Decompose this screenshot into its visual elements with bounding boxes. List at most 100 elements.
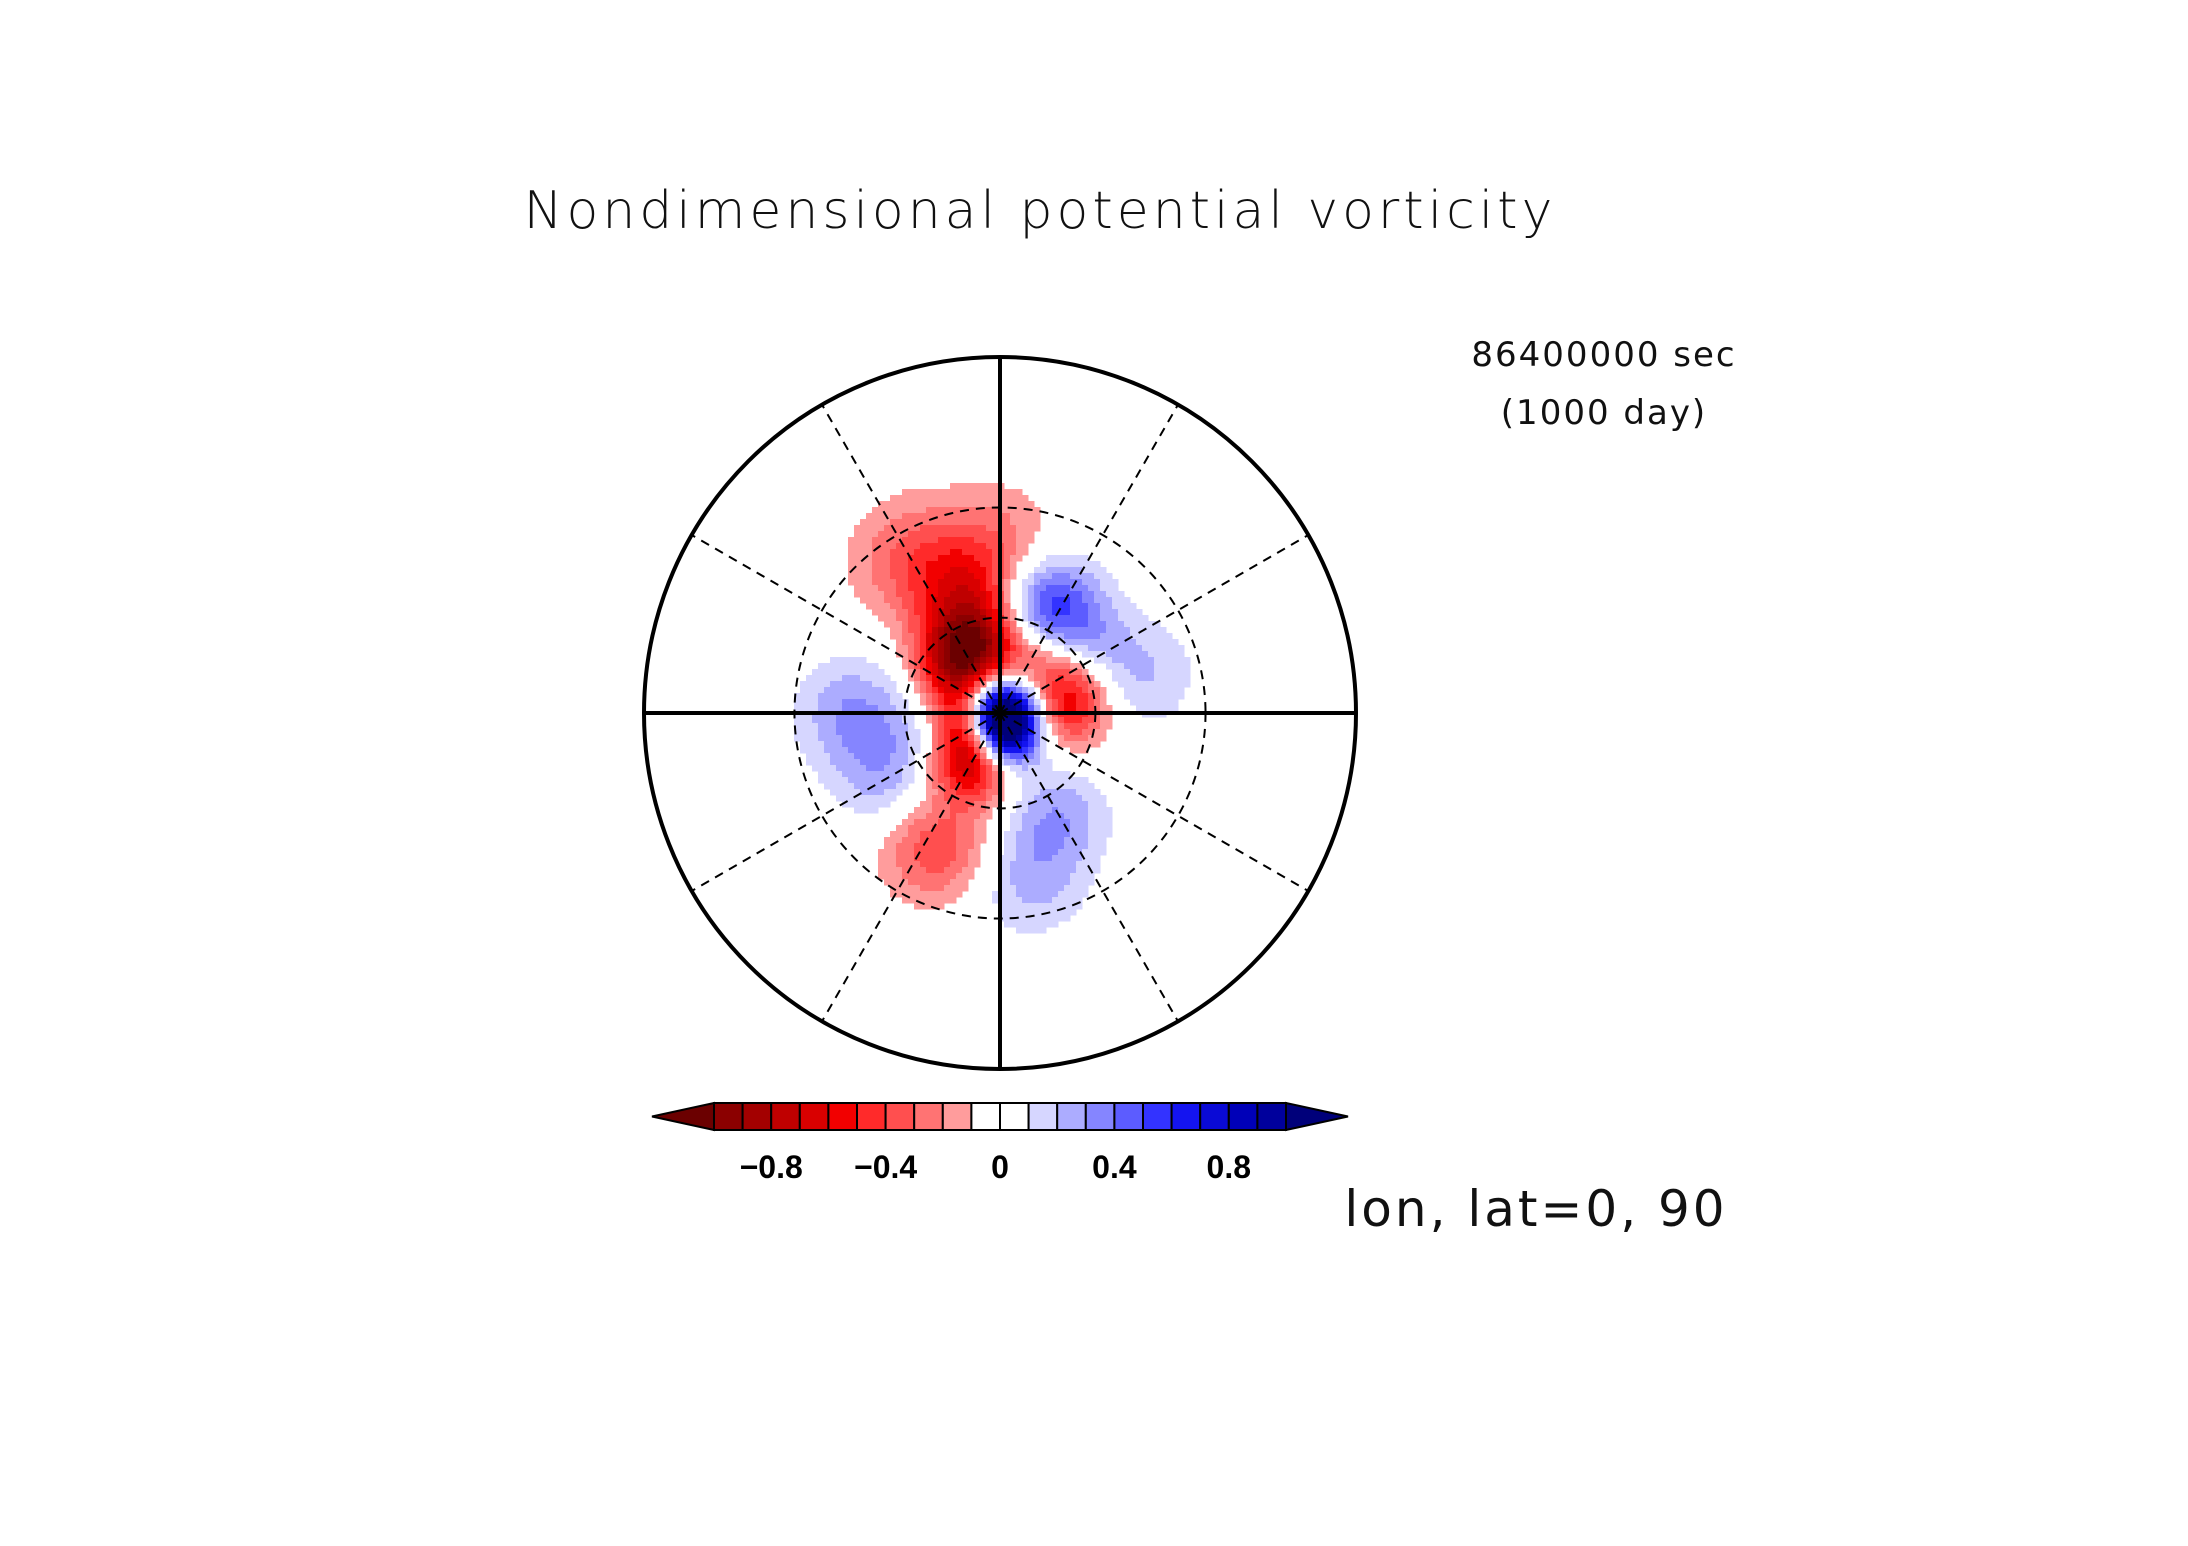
pv-cell (926, 651, 933, 658)
pv-cell (1070, 723, 1077, 730)
pv-cell (1052, 627, 1059, 634)
pv-cell (1070, 903, 1077, 910)
pv-cell (1088, 621, 1095, 628)
chart-title: Nondimensional potential vorticity (524, 181, 1557, 241)
pv-cell (896, 717, 903, 724)
pv-cell (1076, 789, 1083, 796)
pv-cell (1052, 681, 1059, 688)
pv-cell (1034, 705, 1041, 712)
pv-cell (932, 621, 939, 628)
pv-cell (1004, 855, 1011, 862)
pv-cell (1112, 639, 1119, 646)
pv-cell (980, 489, 987, 496)
pv-cell (932, 819, 939, 826)
pv-cell (866, 555, 873, 562)
pv-cell (806, 735, 813, 742)
pv-cell (860, 735, 867, 742)
pv-cell (1004, 699, 1011, 706)
pv-cell (902, 603, 909, 610)
pv-cell (1016, 801, 1023, 808)
pv-cell (932, 615, 939, 622)
pv-cell (962, 849, 969, 856)
pv-cell (920, 621, 927, 628)
pv-cell (944, 555, 951, 562)
pv-cell (968, 507, 975, 514)
pv-cell (1046, 681, 1053, 688)
pv-cell (1088, 873, 1095, 880)
pv-cell (1034, 567, 1041, 574)
pv-cell (944, 633, 951, 640)
pv-cell (902, 513, 909, 520)
pv-cell (980, 519, 987, 526)
pv-cell (1046, 717, 1053, 724)
pv-cell (860, 663, 867, 670)
pv-cell (1070, 591, 1077, 598)
pv-cell (872, 507, 879, 514)
pv-cell (1046, 801, 1053, 808)
pv-cell (1016, 915, 1023, 922)
pv-cell (1028, 603, 1035, 610)
pv-cell (1166, 669, 1173, 676)
pv-cell (902, 735, 909, 742)
pv-cell (1034, 927, 1041, 934)
pv-cell (1052, 885, 1059, 892)
pv-cell (872, 603, 879, 610)
pv-cell (1052, 567, 1059, 574)
pv-cell (1016, 759, 1023, 766)
pv-cell (1076, 681, 1083, 688)
pv-cell (1034, 741, 1041, 748)
pv-cell (1040, 561, 1047, 568)
pv-cell (926, 753, 933, 760)
pv-cell (992, 645, 999, 652)
pv-cell (962, 873, 969, 880)
colorbar-bin (770, 1102, 801, 1131)
pv-cell (878, 855, 885, 862)
pv-cell (980, 789, 987, 796)
pv-cell (1010, 525, 1017, 532)
pv-cell (938, 729, 945, 736)
pv-cell (860, 681, 867, 688)
pv-cell (794, 723, 801, 730)
pv-cell (818, 681, 825, 688)
pv-cell (1058, 819, 1065, 826)
pv-cell (1052, 783, 1059, 790)
pv-cell (1046, 597, 1053, 604)
pv-cell (1136, 645, 1143, 652)
pv-cell (1016, 657, 1023, 664)
pv-cell (866, 519, 873, 526)
pv-cell (920, 891, 927, 898)
pv-cell (1010, 615, 1017, 622)
pv-cell (974, 849, 981, 856)
pv-cell (944, 549, 951, 556)
pv-cell (908, 645, 915, 652)
pv-cell (848, 717, 855, 724)
colorbar-bin (713, 1102, 744, 1131)
pv-cell (1112, 621, 1119, 628)
pv-cell (920, 495, 927, 502)
pv-cell (1052, 795, 1059, 802)
pv-cell (1022, 879, 1029, 886)
pv-cell (1010, 861, 1017, 868)
pv-cell (1034, 915, 1041, 922)
pv-cell (866, 537, 873, 544)
pv-cell (818, 699, 825, 706)
pv-cell (884, 519, 891, 526)
colorbar-tick-label: 0 (991, 1149, 1009, 1185)
pv-cell (896, 783, 903, 790)
pv-cell (956, 495, 963, 502)
pv-cell (1172, 675, 1179, 682)
pv-cell (1034, 525, 1041, 532)
pv-cell (908, 573, 915, 580)
pv-cell (1034, 657, 1041, 664)
pv-cell (1094, 621, 1101, 628)
pv-cell (974, 573, 981, 580)
pv-cell (986, 609, 993, 616)
pv-cell (896, 789, 903, 796)
pv-cell (968, 819, 975, 826)
pv-cell (1058, 825, 1065, 832)
pv-cell (1118, 657, 1125, 664)
pv-cell (1136, 663, 1143, 670)
pv-cell (944, 663, 951, 670)
pv-cell (968, 651, 975, 658)
pv-cell (1178, 687, 1185, 694)
